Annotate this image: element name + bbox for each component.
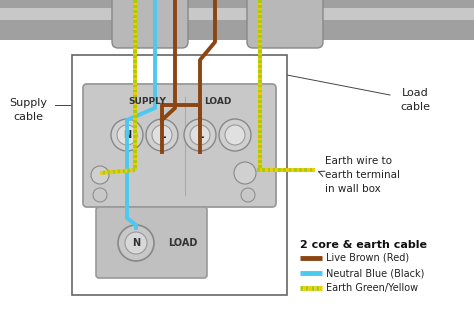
Text: L: L: [159, 130, 165, 140]
Circle shape: [118, 225, 154, 261]
Text: N: N: [123, 130, 131, 140]
Text: Load
cable: Load cable: [400, 88, 430, 112]
FancyBboxPatch shape: [83, 84, 276, 207]
Circle shape: [190, 125, 210, 145]
Text: LOAD: LOAD: [204, 96, 232, 106]
FancyBboxPatch shape: [72, 55, 287, 295]
Circle shape: [91, 166, 109, 184]
Text: Earth Green/Yellow: Earth Green/Yellow: [326, 283, 418, 293]
FancyBboxPatch shape: [112, 0, 188, 48]
Circle shape: [241, 188, 255, 202]
Text: LOAD: LOAD: [168, 238, 197, 248]
Circle shape: [125, 232, 147, 254]
Circle shape: [146, 119, 178, 151]
Text: Earth wire to
earth terminal
in wall box: Earth wire to earth terminal in wall box: [325, 156, 400, 194]
Text: Neutral Blue (Black): Neutral Blue (Black): [326, 268, 424, 278]
Text: Live Brown (Red): Live Brown (Red): [326, 253, 409, 263]
Text: L: L: [197, 130, 203, 140]
FancyBboxPatch shape: [0, 8, 474, 20]
Circle shape: [111, 119, 143, 151]
Text: 2 core & earth cable: 2 core & earth cable: [300, 240, 427, 250]
Circle shape: [117, 125, 137, 145]
Text: SUPPLY: SUPPLY: [128, 96, 166, 106]
FancyBboxPatch shape: [96, 207, 207, 278]
Circle shape: [93, 188, 107, 202]
Circle shape: [225, 125, 245, 145]
Circle shape: [219, 119, 251, 151]
Text: N: N: [132, 238, 140, 248]
FancyBboxPatch shape: [0, 0, 474, 40]
FancyBboxPatch shape: [247, 0, 323, 48]
Text: Supply
cable: Supply cable: [9, 98, 47, 122]
Circle shape: [234, 162, 256, 184]
Circle shape: [152, 125, 172, 145]
Circle shape: [184, 119, 216, 151]
